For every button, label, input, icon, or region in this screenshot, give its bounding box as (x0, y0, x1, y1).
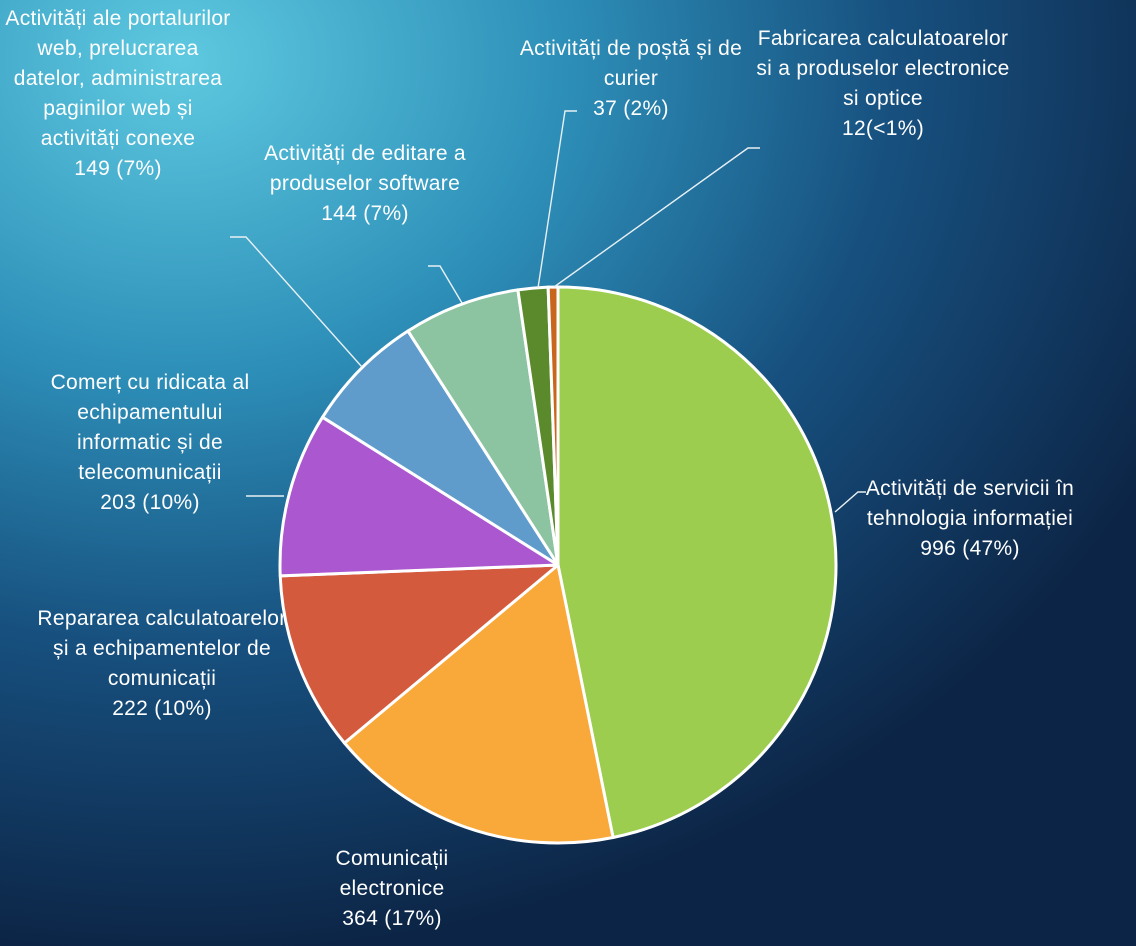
data-label: Activități de servicii în tehnologia inf… (865, 474, 1075, 564)
category-label: Fabricarea calculatoarelor si a produsel… (756, 27, 1010, 110)
leader-line (230, 236, 363, 368)
data-label: Fabricarea calculatoarelor si a produsel… (753, 24, 1013, 144)
pie-slice (278, 563, 560, 745)
value-label: 144 (7%) (321, 202, 409, 225)
value-label: 203 (10%) (100, 491, 200, 514)
category-label: Comerț cu ridicata al echipamentului inf… (50, 371, 250, 484)
category-label: Activități de editare a produselor softw… (264, 142, 466, 195)
pie-slice (278, 415, 560, 578)
leader-line (553, 147, 760, 288)
pie-slice (406, 288, 560, 567)
value-label: 12(<1%) (841, 117, 925, 140)
leader-line (537, 110, 577, 289)
category-label: Repararea calculatoarelor și a echipamen… (37, 607, 287, 690)
leader-line (428, 265, 463, 304)
value-label: 149 (7%) (74, 157, 162, 180)
data-label: Comerț cu ridicata al echipamentului inf… (30, 368, 270, 518)
value-label: 996 (47%) (920, 537, 1020, 560)
value-label: 364 (17%) (342, 907, 442, 930)
leader-line (834, 491, 866, 513)
value-label: 222 (10%) (112, 697, 212, 720)
pie-slice (556, 285, 838, 839)
data-label: Activități ale portalurilor web, prelucr… (3, 4, 233, 184)
data-label: Activități de poștă și de curier 37 (2%) (506, 34, 756, 124)
category-label: Activități de poștă și de curier (519, 37, 743, 90)
data-label: Activități de editare a produselor softw… (235, 139, 495, 229)
pie-slice (342, 563, 615, 845)
pie-slice (546, 285, 560, 567)
category-label: Activități de servicii în tehnologia inf… (865, 477, 1075, 530)
data-label: Repararea calculatoarelor și a echipamen… (37, 604, 287, 724)
category-label: Activități ale portalurilor web, prelucr… (5, 7, 231, 150)
value-label: 37 (2%) (593, 97, 669, 120)
category-label: Comunicații electronice (335, 847, 449, 900)
data-label: Comunicații electronice 364 (17%) (307, 844, 477, 934)
pie-slice (321, 329, 560, 567)
